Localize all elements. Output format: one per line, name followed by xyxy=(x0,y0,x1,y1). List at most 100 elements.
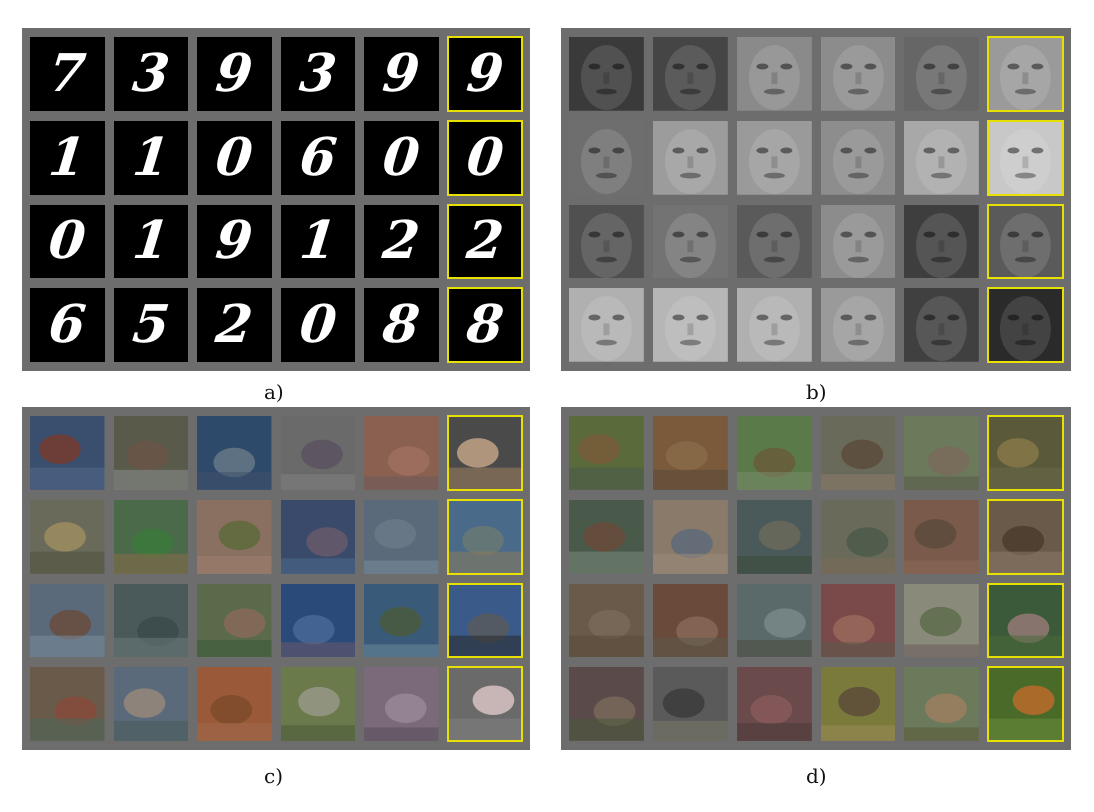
image-sample xyxy=(820,416,896,490)
image-sample xyxy=(446,415,523,491)
digit-sample: 3 xyxy=(113,37,188,111)
image-sample xyxy=(652,499,728,574)
digit-sample: 6 xyxy=(280,120,355,195)
digit-sample: 1 xyxy=(113,204,188,279)
digit-sample: 2 xyxy=(364,204,439,279)
digit-sample: 1 xyxy=(280,204,355,279)
digit-glyph: 7 xyxy=(46,42,89,104)
image-sample xyxy=(364,416,439,490)
face-sample xyxy=(736,288,812,362)
face-sample xyxy=(820,288,896,362)
digit-glyph: 6 xyxy=(296,126,340,188)
panel-c-cifar-grid xyxy=(22,407,530,750)
face-sample xyxy=(569,120,644,195)
face-sample xyxy=(904,120,980,195)
image-sample xyxy=(904,499,980,574)
digit-glyph: 5 xyxy=(129,294,173,356)
digit-glyph: 1 xyxy=(46,126,89,188)
image-sample xyxy=(569,583,644,658)
digit-glyph: 2 xyxy=(380,210,423,272)
face-sample xyxy=(987,119,1064,196)
face-sample xyxy=(904,288,980,362)
digit-glyph: 3 xyxy=(129,42,173,104)
digit-glyph: 3 xyxy=(296,42,340,104)
face-sample xyxy=(652,288,728,362)
image-sample xyxy=(197,416,272,490)
digit-sample: 3 xyxy=(280,37,355,111)
digit-glyph: 0 xyxy=(463,126,507,188)
digit-sample: 7 xyxy=(30,37,105,111)
image-sample xyxy=(820,667,896,741)
image-sample xyxy=(987,498,1064,575)
digit-sample: 8 xyxy=(446,287,523,363)
image-sample xyxy=(904,416,980,490)
digit-sample: 9 xyxy=(197,204,272,279)
image-sample xyxy=(652,583,728,658)
image-sample xyxy=(820,583,896,658)
face-sample xyxy=(820,37,896,111)
face-sample xyxy=(820,204,896,279)
face-sample xyxy=(987,203,1064,280)
face-sample xyxy=(736,37,812,111)
panel-b-caption: b) xyxy=(806,380,827,404)
image-sample xyxy=(652,416,728,490)
panel-d-images-grid xyxy=(561,407,1071,750)
digit-sample: 0 xyxy=(446,119,523,196)
digit-glyph: 8 xyxy=(380,294,423,356)
face-sample xyxy=(736,120,812,195)
image-sample xyxy=(197,499,272,574)
image-sample xyxy=(364,667,439,741)
image-sample xyxy=(113,667,188,741)
image-sample xyxy=(30,416,105,490)
digit-glyph: 1 xyxy=(129,210,173,272)
panel-b-faces-grid xyxy=(561,28,1071,371)
digit-glyph: 0 xyxy=(46,210,89,272)
image-sample xyxy=(569,667,644,741)
digit-glyph: 2 xyxy=(463,210,507,272)
face-sample xyxy=(569,37,644,111)
image-sample xyxy=(736,499,812,574)
face-sample xyxy=(987,36,1064,112)
image-sample xyxy=(904,667,980,741)
digit-glyph: 2 xyxy=(213,294,256,356)
digit-sample: 0 xyxy=(30,204,105,279)
face-sample xyxy=(820,120,896,195)
image-sample xyxy=(113,499,188,574)
digit-sample: 9 xyxy=(197,37,272,111)
digit-sample: 5 xyxy=(113,288,188,362)
face-sample xyxy=(652,37,728,111)
image-sample xyxy=(569,499,644,574)
image-sample xyxy=(280,583,355,658)
image-sample xyxy=(987,582,1064,659)
image-sample xyxy=(652,667,728,741)
face-sample xyxy=(569,288,644,362)
image-sample xyxy=(197,583,272,658)
image-sample xyxy=(736,667,812,741)
face-sample xyxy=(736,204,812,279)
face-sample xyxy=(904,204,980,279)
digit-sample: 6 xyxy=(30,288,105,362)
digit-sample: 0 xyxy=(197,120,272,195)
digit-glyph: 1 xyxy=(296,210,340,272)
digit-sample: 2 xyxy=(197,288,272,362)
image-sample xyxy=(30,499,105,574)
image-sample xyxy=(820,499,896,574)
digit-glyph: 9 xyxy=(380,42,423,104)
image-sample xyxy=(30,667,105,741)
image-sample xyxy=(446,498,523,575)
image-sample xyxy=(569,416,644,490)
image-sample xyxy=(904,583,980,658)
digit-sample: 1 xyxy=(30,120,105,195)
digit-sample: 1 xyxy=(113,120,188,195)
image-sample xyxy=(736,416,812,490)
digit-sample: 2 xyxy=(446,203,523,280)
digit-sample: 9 xyxy=(446,36,523,112)
image-sample xyxy=(113,583,188,658)
image-sample xyxy=(736,583,812,658)
image-sample xyxy=(280,416,355,490)
digit-glyph: 0 xyxy=(380,126,423,188)
face-sample xyxy=(569,204,644,279)
panel-a-caption: a) xyxy=(264,380,284,404)
digit-glyph: 9 xyxy=(213,210,256,272)
